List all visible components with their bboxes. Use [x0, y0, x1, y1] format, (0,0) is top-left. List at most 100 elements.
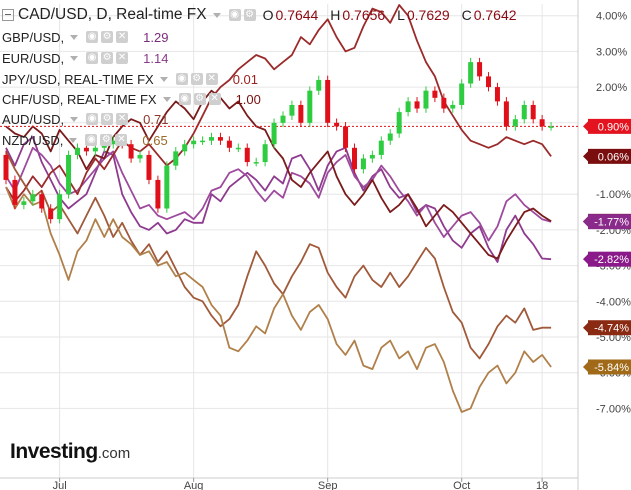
candle-body — [360, 158, 366, 170]
candle-body — [191, 140, 197, 145]
series-line — [5, 150, 552, 360]
legend-item-chfusd[interactable]: CHF/USD, REAL-TIME FX ◉ ⚙ ✕ 1.00 — [2, 90, 261, 108]
legend-item-audusd[interactable]: AUD/USD, ◉ ⚙ ✕ 0.71 — [2, 110, 168, 128]
candle-body — [378, 140, 384, 155]
candle-body — [396, 112, 402, 134]
chevron-down-icon[interactable] — [70, 116, 79, 122]
candle-body — [369, 154, 375, 159]
eye-icon[interactable]: ◉ — [86, 52, 99, 64]
legend-item-label: AUD/USD, — [2, 111, 65, 127]
candle-body — [30, 194, 36, 202]
legend-item-value: 1.00 — [235, 91, 261, 107]
y-tick-label: 4.00% — [596, 11, 627, 23]
candle-body — [83, 147, 89, 152]
x-tick-label: 18 — [536, 480, 548, 490]
value-badge-bg — [588, 251, 631, 267]
gear-icon[interactable]: ⚙ — [190, 73, 203, 85]
candle-body — [12, 179, 18, 205]
high-label: H — [330, 7, 341, 23]
x-tick-label: Jul — [53, 480, 67, 490]
gear-icon[interactable]: ⚙ — [100, 134, 113, 146]
chevron-down-icon[interactable] — [70, 55, 79, 61]
candle-body — [280, 115, 286, 123]
candlestick-series — [3, 57, 554, 224]
eye-icon[interactable]: ◉ — [85, 134, 98, 146]
legend-item-gbpusd[interactable]: GBP/USD, ◉ ⚙ ✕ 1.29 — [2, 28, 168, 46]
candle-body — [387, 133, 393, 141]
eye-icon[interactable]: ◉ — [86, 113, 99, 125]
legend-item-jpyusd[interactable]: JPY/USD, REAL-TIME FX ◉ ⚙ ✕ 0.01 — [2, 70, 258, 88]
y-tick-label: 2.00% — [596, 82, 627, 94]
low-label: L — [397, 7, 405, 23]
chevron-down-icon[interactable] — [162, 96, 171, 102]
candle-body — [343, 126, 349, 148]
value-badge-pointer — [583, 254, 588, 265]
value-badge-label: 0.06% — [598, 151, 629, 163]
chevron-down-icon[interactable] — [212, 12, 221, 18]
collapse-icon[interactable] — [2, 9, 14, 21]
chevron-down-icon[interactable] — [159, 76, 168, 82]
value-badge-pointer — [583, 361, 588, 372]
close-icon[interactable]: ✕ — [116, 113, 129, 125]
legend-item-label: NZD/USD, — [2, 132, 64, 148]
close-icon[interactable]: ✕ — [208, 93, 221, 105]
gear-icon[interactable]: ⚙ — [193, 93, 206, 105]
legend-main[interactable]: CAD/USD, D, Real-time FX ◉ ⚙ O 0.7644 H 0.… — [2, 6, 525, 24]
candle-body — [74, 147, 80, 155]
candle-body — [110, 140, 116, 145]
open-value: 0.7644 — [275, 7, 319, 23]
candle-body — [503, 101, 509, 127]
price-axis[interactable]: 5.00%4.00%3.00%2.00%1.00%-1.00%-2.00%-3.… — [596, 0, 631, 416]
high-value: 0.7656 — [342, 7, 386, 23]
gear-icon[interactable]: ⚙ — [101, 113, 114, 125]
gear-icon[interactable]: ⚙ — [243, 9, 256, 21]
legend-item-label: JPY/USD, REAL-TIME FX — [2, 71, 154, 87]
gear-icon[interactable]: ⚙ — [101, 52, 114, 64]
candle-body — [21, 201, 27, 205]
legend-item-eurusd[interactable]: EUR/USD, ◉ ⚙ ✕ 1.14 — [2, 49, 168, 67]
candle-body — [48, 208, 54, 220]
value-badge-pointer — [583, 216, 588, 227]
close-icon[interactable]: ✕ — [205, 73, 218, 85]
candle-body — [450, 104, 456, 109]
eye-icon[interactable]: ◉ — [178, 93, 191, 105]
candle-body — [539, 119, 545, 127]
value-badge-pointer — [583, 322, 588, 333]
y-tick-label: -4.00% — [596, 296, 631, 308]
logo-main-text: Investing — [10, 440, 98, 463]
close-icon[interactable]: ✕ — [116, 52, 129, 64]
candle-body — [351, 147, 357, 170]
close-value: 0.7642 — [473, 7, 517, 23]
value-badge-label: 0.90% — [598, 121, 629, 133]
candle-body — [468, 62, 474, 84]
candle-body — [423, 90, 429, 109]
candle-body — [253, 162, 259, 164]
value-badge-bg — [588, 320, 631, 336]
candle-body — [298, 104, 304, 123]
candle-body — [486, 76, 492, 88]
close-icon[interactable]: ✕ — [115, 134, 128, 146]
eye-icon[interactable]: ◉ — [228, 9, 241, 21]
eye-icon[interactable]: ◉ — [175, 73, 188, 85]
investing-logo[interactable]: Investing.com — [10, 440, 130, 464]
chevron-down-icon[interactable] — [70, 34, 79, 40]
time-axis[interactable]: Jul Aug Sep Oct 18 — [53, 478, 549, 490]
candle-body — [235, 147, 241, 150]
candle-body — [226, 140, 232, 148]
candle-body — [39, 194, 45, 209]
chevron-down-icon[interactable] — [69, 137, 78, 143]
legend-item-nzdusd[interactable]: NZD/USD, ◉ ⚙ ✕ 0.65 — [2, 131, 168, 149]
legend-item-label: EUR/USD, — [2, 50, 65, 66]
eye-icon[interactable]: ◉ — [86, 31, 99, 43]
value-badge-label: -1.77% — [594, 217, 629, 229]
value-badge: 0.06% — [583, 148, 631, 164]
gear-icon[interactable]: ⚙ — [101, 31, 114, 43]
x-tick-label: Oct — [453, 480, 470, 490]
series-line — [5, 186, 552, 413]
y-tick-label: 3.00% — [596, 46, 627, 58]
chart-grid — [0, 0, 579, 490]
close-icon[interactable]: ✕ — [116, 31, 129, 43]
candle-body — [217, 137, 223, 141]
candle-body — [262, 144, 268, 163]
